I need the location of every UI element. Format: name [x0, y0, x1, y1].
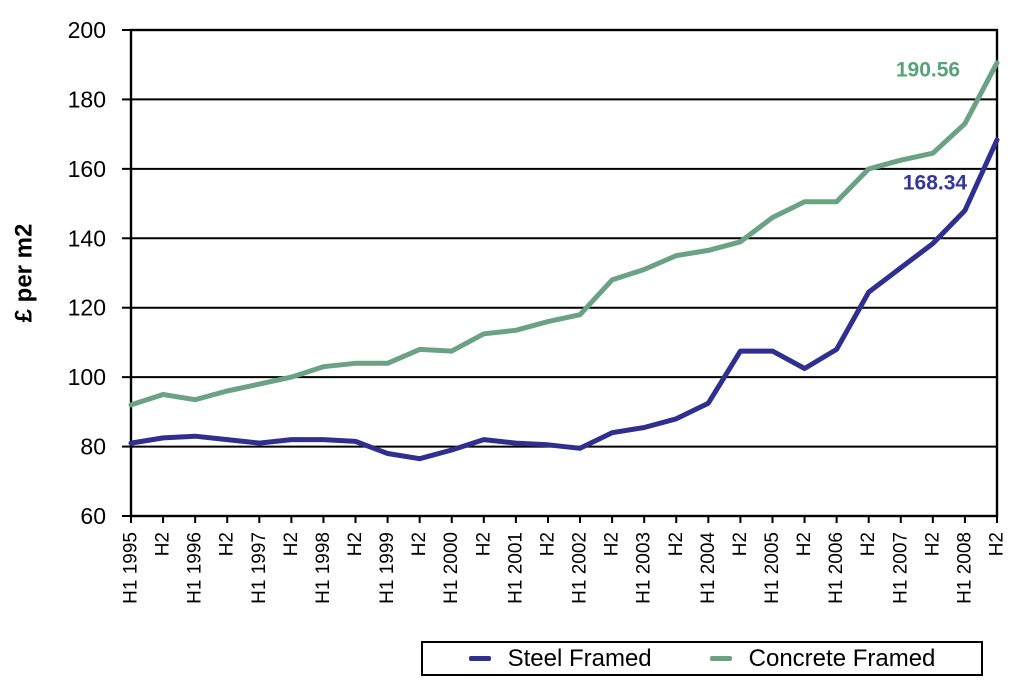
x-tick-label: H2	[794, 532, 815, 556]
steel-framed-line	[128, 137, 1000, 462]
x-tick-label: H2	[987, 532, 1008, 556]
x-tick-label: H2	[153, 532, 174, 556]
x-tick-label: H1 2003	[634, 532, 655, 604]
x-tick-label: H2	[666, 532, 687, 556]
steel-framed-legend-marker	[468, 656, 491, 661]
x-tick-label: H1 2005	[762, 532, 783, 604]
x-tick-label: H1 1997	[249, 532, 270, 604]
y-tick-label: 160	[68, 156, 106, 182]
x-tick-label: H1 2006	[826, 532, 847, 604]
x-tick-label: H1 2008	[954, 532, 975, 604]
steel-framed-end-value-label: 168.34	[903, 171, 968, 194]
x-tick-label: H1 2001	[505, 532, 526, 604]
x-tick-label: H2	[345, 532, 366, 556]
y-tick-label: 100	[68, 364, 106, 390]
y-tick-label: 200	[68, 17, 106, 43]
x-tick-label: H1 1998	[313, 532, 334, 604]
x-tick-label: H1 2007	[890, 532, 911, 604]
concrete-framed-legend-marker	[709, 656, 732, 661]
x-tick-label: H2	[473, 532, 494, 556]
x-tick-label: H1 1999	[377, 532, 398, 604]
x-tick-label: H2	[858, 532, 879, 556]
y-tick-label: 60	[80, 503, 106, 529]
x-tick-label: H1 1995	[121, 532, 142, 604]
x-tick-label: H2	[281, 532, 302, 556]
x-tick-label: H2	[537, 532, 558, 556]
concrete-framed-end-value-label: 190.56	[896, 58, 960, 81]
x-tick-label: H2	[922, 532, 943, 556]
concrete-framed-line	[128, 60, 1000, 408]
x-tick-label: H2	[409, 532, 430, 556]
legend-item-concrete-framed: Concrete Framed	[709, 644, 936, 673]
y-tick-label: 80	[80, 434, 106, 460]
x-tick-label: H1 2004	[698, 532, 719, 604]
chart-legend: Steel Framed Concrete Framed	[421, 641, 983, 676]
x-tick-label: H1 1996	[185, 532, 206, 604]
legend-item-steel-framed: Steel Framed	[468, 644, 652, 673]
x-tick-label: H2	[602, 532, 623, 556]
y-axis-title: £ per m2	[11, 224, 38, 323]
x-tick-label: H2	[217, 532, 238, 556]
y-tick-label: 140	[68, 225, 106, 251]
plot-border	[129, 28, 999, 518]
legend-label-steel-framed: Steel Framed	[507, 644, 652, 672]
y-tick-label: 120	[68, 295, 106, 321]
y-tick-label: 180	[68, 86, 106, 112]
x-tick-label: H2	[730, 532, 751, 556]
legend-label-concrete-framed: Concrete Framed	[748, 644, 936, 672]
x-tick-label: H1 2000	[441, 532, 462, 604]
x-tick-label: H1 2002	[570, 532, 591, 604]
line-chart: 200 180 160 140 120 100 80 60 H1 1995 H2 H1 1996 H2…	[11, 17, 1008, 604]
